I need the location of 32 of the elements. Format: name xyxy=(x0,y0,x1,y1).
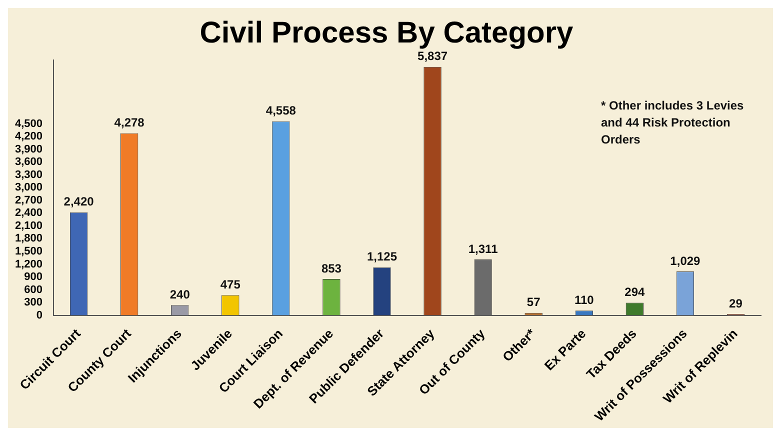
y-tick-label: 1,800 xyxy=(14,232,43,245)
data-label: 29 xyxy=(729,296,743,310)
y-tick-label: 1,200 xyxy=(14,258,43,270)
data-label: 4,558 xyxy=(266,104,296,118)
y-tick-label: 1,500 xyxy=(14,245,43,258)
data-label: 240 xyxy=(170,287,190,302)
y-tick-label: 900 xyxy=(24,271,43,284)
data-label: 475 xyxy=(220,277,241,292)
y-tick-label: 4,200 xyxy=(14,130,43,143)
y-tick-label: 2,100 xyxy=(14,220,43,232)
y-tick-label: 3,600 xyxy=(14,156,43,168)
data-label: 853 xyxy=(321,261,342,276)
y-tick-label: 3,300 xyxy=(14,168,43,181)
y-tick-label: 4,500 xyxy=(14,118,43,130)
y-tick-label: 3,900 xyxy=(14,143,43,156)
y-tick-label: 300 xyxy=(24,296,43,309)
y-tick-label: 600 xyxy=(24,284,43,296)
data-label: 5,837 xyxy=(418,49,448,64)
data-label: 2,420 xyxy=(64,194,94,209)
y-tick-label: 0 xyxy=(36,309,43,322)
chart-title: Civil Process By Category xyxy=(200,16,574,50)
data-label: 1,029 xyxy=(670,254,701,268)
data-label: 294 xyxy=(624,285,645,300)
y-tick-label: 3,000 xyxy=(14,182,43,194)
annotation: * Other includes 3 Levies and 44 Risk Protection Orders xyxy=(601,98,744,146)
y-tick-label: 2,400 xyxy=(14,207,43,220)
y-tick-label: 2,700 xyxy=(14,194,43,206)
data-label: 1,311 xyxy=(468,242,498,256)
data-label: 57 xyxy=(526,295,541,310)
data-label: 4,278 xyxy=(114,116,145,130)
data-label: 110 xyxy=(574,292,594,307)
data-label: 1,125 xyxy=(366,250,398,264)
